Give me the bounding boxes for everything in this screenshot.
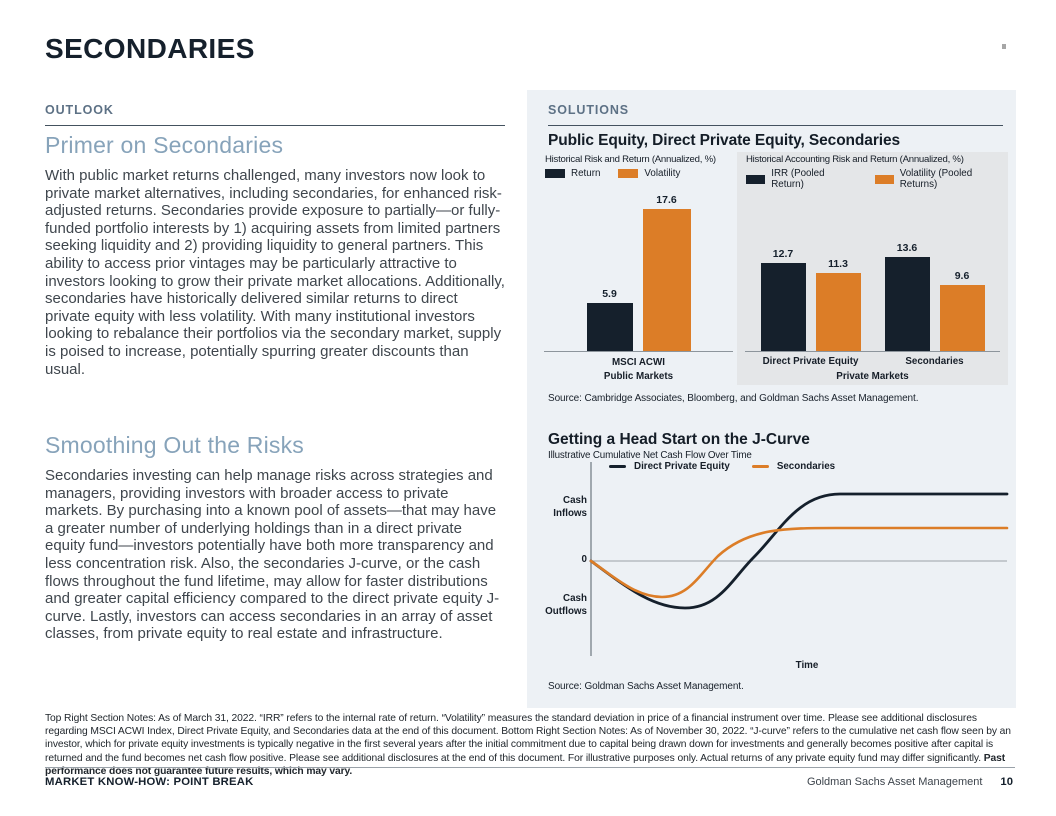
chart-legend: Return Volatility (545, 168, 680, 179)
bar-value-label: 9.6 (954, 270, 970, 282)
footnote: Top Right Section Notes: As of March 31,… (45, 712, 1015, 778)
irr-legend-swatch (746, 174, 766, 184)
y-axis-label-cash-inflows: Cash Inflows (553, 495, 587, 519)
secondaries-curve (589, 526, 1009, 599)
plot-area: 5.9 17.6 (544, 192, 733, 352)
dpe-curve (589, 492, 1009, 610)
solutions-divider (548, 125, 1003, 126)
bar-volatility-secondaries: 9.6 (939, 270, 985, 351)
jcurve-source: Source: Goldman Sachs Asset Management. (548, 681, 744, 692)
volatility-legend-label: Volatility (Pooled Returns) (899, 168, 973, 190)
bar-value-label: 17.6 (656, 194, 677, 206)
volatility-legend-swatch (618, 169, 639, 178)
volatility-legend-label: Volatility (644, 168, 681, 179)
chart-legend: IRR (Pooled Return) Volatility (Pooled R… (746, 168, 1008, 190)
secondaries-line-swatch (751, 465, 769, 468)
primer-paragraph: With public market returns challenged, m… (45, 167, 505, 378)
y-axis-label-zero: 0 (581, 554, 587, 565)
irr-legend-label: IRR (Pooled Return) (771, 168, 825, 190)
bar-group-secondaries: 13.6 9.6 Secondaries (884, 242, 985, 367)
jcurve-subtitle: Illustrative Cumulative Net Cash Flow Ov… (548, 450, 752, 461)
section-heading-primer: Primer on Secondaries (45, 132, 284, 158)
y-axis-label-cash-outflows: Cash Outflows (545, 593, 587, 617)
axis-group-label-private-markets: Private Markets (836, 371, 909, 382)
bar-charts-title: Public Equity, Direct Private Equity, Se… (548, 132, 900, 149)
category-label-secondaries: Secondaries (905, 356, 964, 367)
category-label-dpe: Direct Private Equity (762, 356, 859, 367)
bar-value-label: 11.3 (828, 258, 848, 270)
secondaries-legend-label: Secondaries (776, 461, 836, 472)
axis-group-label-public-markets: Public Markets (603, 371, 674, 382)
bar-value-label: 12.7 (772, 248, 794, 260)
outlook-label: OUTLOOK (45, 103, 114, 117)
bar-volatility-msci: 17.6 (642, 194, 691, 351)
page-title: SECONDARIES (45, 33, 255, 64)
footer-publication-title: MARKET KNOW-HOW: POINT BREAK (45, 776, 254, 788)
footer-divider (45, 767, 1015, 768)
plot-area: 12.7 11.3 Direct Private Equity 13.6 9.6 (745, 192, 1000, 367)
jcurve-plot (589, 462, 1009, 656)
footnote-bold-disclaimer: Past performance does not guarantee futu… (45, 752, 1006, 777)
return-legend-label: Return (571, 168, 601, 179)
return-legend-swatch (545, 169, 565, 178)
volatility-legend-swatch (874, 174, 894, 184)
bar-value-label: 13.6 (896, 242, 918, 254)
bar-charts-row: Historical Risk and Return (Annualized, … (544, 152, 1008, 385)
solutions-label: SOLUTIONS (548, 103, 630, 117)
bar-irr-dpe: 12.7 (760, 248, 806, 351)
solutions-panel: SOLUTIONS Public Equity, Direct Private … (527, 90, 1016, 708)
footnote-text: Top Right Section Notes: As of March 31,… (45, 713, 1011, 764)
jcurve-legend: Direct Private Equity Secondaries (609, 461, 835, 472)
public-markets-bar-chart: Historical Risk and Return (Annualized, … (544, 152, 733, 385)
outlook-divider (45, 125, 505, 126)
chart-subtitle: Historical Risk and Return (Annualized, … (545, 154, 716, 165)
bar-value-label: 5.9 (602, 288, 617, 300)
bar-charts-source: Source: Cambridge Associates, Bloomberg,… (548, 393, 919, 404)
smoothing-paragraph: Secondaries investing can help manage ri… (45, 467, 500, 643)
x-axis-label-time: Time (795, 660, 819, 671)
category-label-msci-acwi: MSCI ACWI (612, 357, 665, 368)
section-heading-smoothing: Smoothing Out the Risks (45, 432, 304, 458)
bar-return-msci: 5.9 (586, 288, 633, 351)
bar-volatility-dpe: 11.3 (815, 258, 861, 351)
page-corner-mark (1002, 44, 1006, 49)
footer-brand: Goldman Sachs Asset Management (806, 776, 983, 788)
dpe-line-swatch (609, 465, 626, 468)
bar-irr-secondaries: 13.6 (884, 242, 930, 351)
jcurve-title: Getting a Head Start on the J-Curve (548, 431, 810, 448)
bar-group-direct-private-equity: 12.7 11.3 Direct Private Equity (760, 248, 861, 367)
chart-subtitle: Historical Accounting Risk and Return (A… (746, 154, 964, 165)
page-number: 10 (1000, 776, 1013, 788)
private-markets-bar-chart: Historical Accounting Risk and Return (A… (737, 152, 1008, 385)
footer-right: Goldman Sachs Asset Management 10 (807, 776, 1013, 788)
dpe-legend-label: Direct Private Equity (634, 461, 730, 472)
